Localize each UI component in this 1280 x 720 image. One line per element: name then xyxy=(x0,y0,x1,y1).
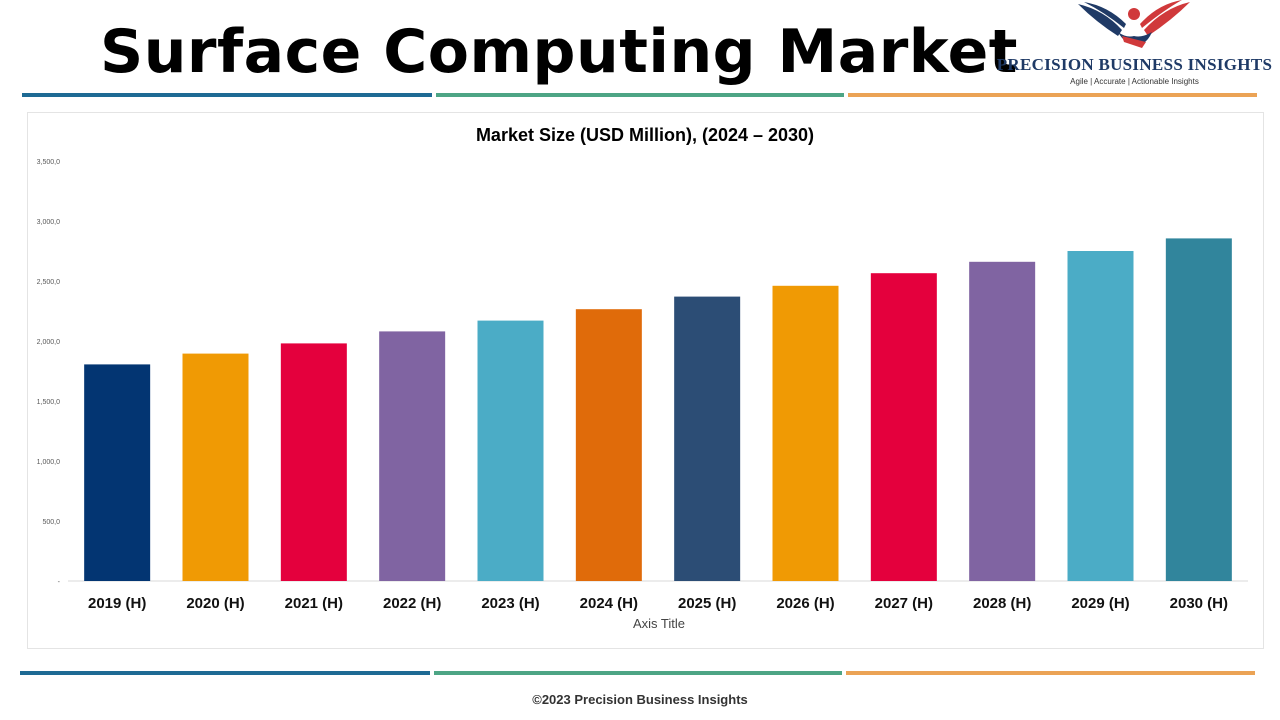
y-tick-label: 2,500,0 xyxy=(37,279,60,286)
bar xyxy=(280,343,347,581)
eagle-handshake-logo-icon xyxy=(1078,0,1190,48)
bottom-divider-green xyxy=(434,671,842,675)
bar xyxy=(379,331,446,581)
bar xyxy=(969,261,1036,581)
footer-copyright: ©2023 Precision Business Insights xyxy=(532,692,748,707)
page-title: Surface Computing Market xyxy=(100,17,1018,87)
bar-chart: Market Size (USD Million), (2024 – 2030)… xyxy=(37,125,1248,631)
top-divider-green xyxy=(436,93,844,97)
x-tick-label: 2024 (H) xyxy=(580,595,638,612)
y-tick-label: 3,500,0 xyxy=(37,159,60,166)
x-tick-label: 2021 (H) xyxy=(285,595,343,612)
company-logo: PRECISION BUSINESS INSIGHTS Agile | Accu… xyxy=(992,0,1277,92)
chart-title: Market Size (USD Million), (2024 – 2030) xyxy=(476,125,814,145)
y-tick-label: 500,0 xyxy=(42,519,60,526)
x-tick-label: 2030 (H) xyxy=(1170,595,1228,612)
bar xyxy=(477,320,544,581)
x-tick-label: 2022 (H) xyxy=(383,595,441,612)
bar xyxy=(1067,251,1134,581)
y-tick-label: 3,000,0 xyxy=(37,219,60,226)
x-tick-label: 2028 (H) xyxy=(973,595,1031,612)
x-tick-label: 2026 (H) xyxy=(776,595,834,612)
x-axis-title: Axis Title xyxy=(633,616,685,631)
x-tick-label: 2025 (H) xyxy=(678,595,736,612)
logo-tagline: Agile | Accurate | Actionable Insights xyxy=(1070,77,1199,86)
x-tick-label: 2029 (H) xyxy=(1071,595,1129,612)
x-tick-label: 2023 (H) xyxy=(481,595,539,612)
chart-container: Market Size (USD Million), (2024 – 2030)… xyxy=(27,112,1264,649)
bottom-divider-orange xyxy=(846,671,1255,675)
bar xyxy=(182,353,249,581)
y-tick-label: 1,000,0 xyxy=(37,459,60,466)
x-tick-label: 2019 (H) xyxy=(88,595,146,612)
x-tick-label: 2027 (H) xyxy=(875,595,933,612)
bar xyxy=(575,309,642,581)
y-tick-label: - xyxy=(58,579,61,586)
bar xyxy=(674,296,741,581)
bottom-divider-blue xyxy=(20,671,430,675)
top-divider-blue xyxy=(22,93,432,97)
y-tick-label: 2,000,0 xyxy=(37,339,60,346)
bar xyxy=(84,364,151,581)
top-divider-orange xyxy=(848,93,1257,97)
x-tick-label: 2020 (H) xyxy=(186,595,244,612)
bar xyxy=(1165,238,1232,581)
logo-company-name: PRECISION BUSINESS INSIGHTS xyxy=(996,55,1273,74)
bar xyxy=(870,273,937,581)
bar xyxy=(772,285,839,581)
y-tick-label: 1,500,0 xyxy=(37,399,60,406)
